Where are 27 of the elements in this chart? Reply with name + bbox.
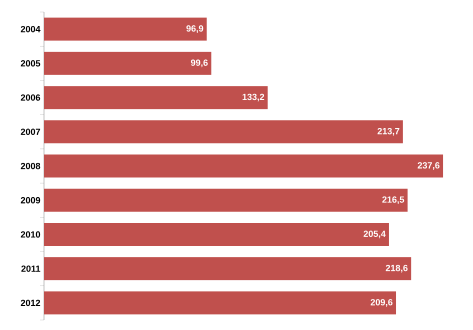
bar	[44, 257, 412, 280]
bar	[44, 86, 268, 110]
bar	[44, 120, 403, 144]
y-tick-label: 2006	[20, 94, 40, 101]
y-tick-label: 2009	[20, 197, 40, 204]
bar	[44, 291, 396, 314]
data-label: 205,4	[364, 230, 386, 238]
bar	[44, 18, 207, 41]
data-label: 96,9	[186, 25, 204, 33]
data-label: 213,7	[378, 128, 400, 136]
bar	[44, 188, 408, 212]
y-tick-label: 2010	[20, 231, 40, 238]
y-tick-label: 2005	[20, 60, 40, 67]
y-tick-label: 2011	[21, 265, 40, 272]
y-tick-label: 2007	[20, 128, 40, 135]
bar	[44, 154, 444, 178]
y-tick-label: 2008	[20, 162, 40, 170]
data-label: 209,6	[370, 299, 392, 307]
bar	[44, 52, 212, 75]
data-label: 99,6	[190, 60, 208, 68]
y-tick-label: 2012	[20, 300, 40, 306]
y-tick-label: 2004	[20, 26, 40, 32]
bar	[44, 222, 389, 246]
data-label: 216,5	[382, 196, 404, 204]
data-label: 133,2	[242, 94, 264, 102]
data-label: 237,6	[418, 162, 440, 170]
data-label: 218,6	[386, 264, 408, 272]
